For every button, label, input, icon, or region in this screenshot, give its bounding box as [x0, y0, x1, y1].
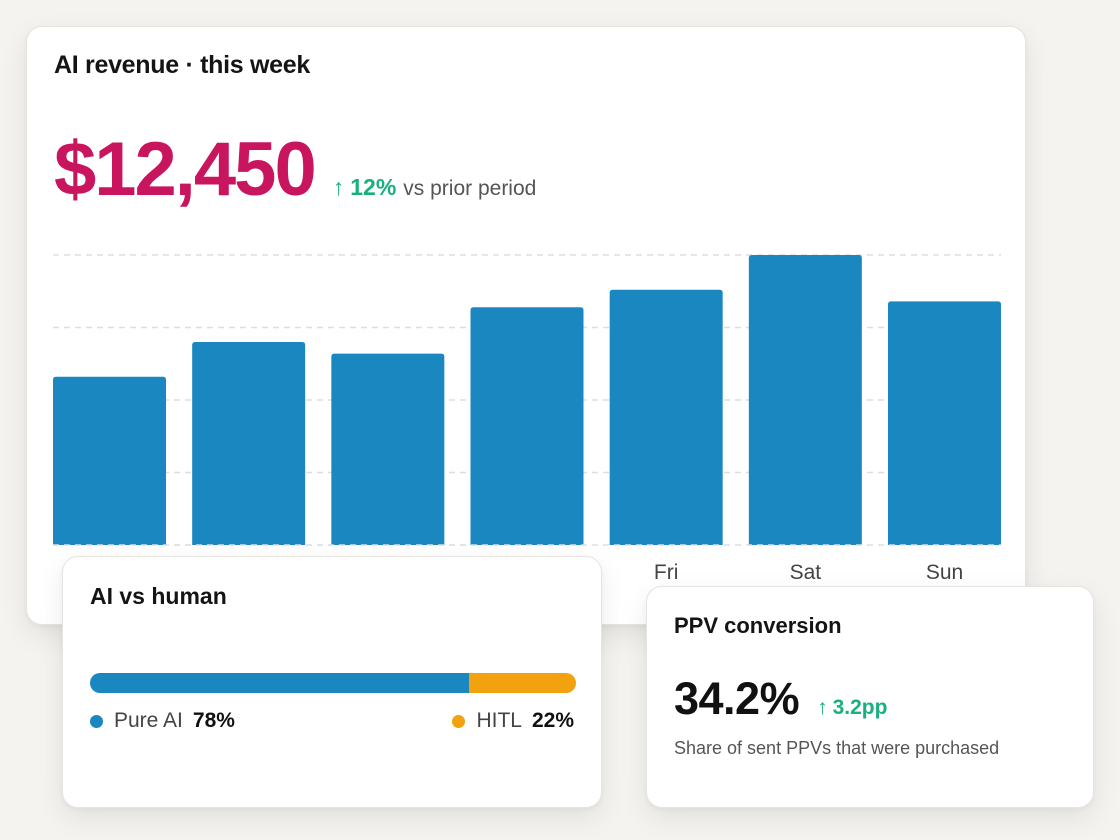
revenue-delta-suffix: vs prior period — [403, 177, 537, 200]
bar-wed[interactable] — [331, 353, 445, 545]
revenue-card-title: AI revenue · this week — [54, 51, 310, 79]
revenue-delta-value: 12% — [350, 174, 397, 200]
revenue-value: $12,450 — [54, 127, 317, 212]
x-tick-label: Sun — [926, 561, 963, 584]
legend-hitl-value: 22% — [531, 709, 574, 732]
ai-vs-human-card: AI vs human Pure AI 78% HITL 22% — [62, 556, 602, 808]
arrow-up-icon: ↑ — [332, 174, 345, 200]
revenue-delta: ↑ 12% — [333, 174, 397, 201]
bar-mon[interactable] — [53, 376, 166, 545]
ai-vs-human-title: AI vs human — [90, 583, 227, 609]
x-tick-label: Sat — [790, 561, 822, 584]
revenue-card: AI revenue · this week $12,450 ↑ 12% vs p… — [26, 26, 1026, 625]
legend-hitl: HITL 22% — [452, 709, 574, 733]
ppv-metric-row: 34.2% ↑ 3.2pp — [674, 673, 887, 725]
hitl-segment — [469, 673, 576, 693]
arrow-up-icon: ↑ — [817, 696, 828, 719]
legend-hitl-label: HITL — [476, 709, 522, 732]
ppv-conversion-card: PPV conversion 34.2% ↑ 3.2pp Share of sen… — [646, 586, 1094, 808]
ppv-value: 34.2% — [674, 673, 800, 724]
bar-fri[interactable] — [609, 289, 723, 545]
legend-pure-ai: Pure AI 78% — [90, 709, 235, 733]
legend-pure-ai-label: Pure AI — [114, 709, 183, 732]
revenue-chart-svg: MonTueWedThuFriSatSun — [53, 254, 1001, 584]
bar-sun[interactable] — [888, 301, 1001, 545]
ai-vs-human-bar — [90, 673, 576, 693]
pure-ai-segment — [90, 673, 470, 693]
ppv-conversion-title: PPV conversion — [674, 613, 842, 638]
revenue-headline: $12,450 ↑ 12% vs prior period — [54, 132, 536, 208]
ppv-caption: Share of sent PPVs that were purchased — [674, 738, 1000, 758]
revenue-bar-chart: MonTueWedThuFriSatSun — [53, 225, 1001, 584]
hitl-dot-icon — [452, 714, 466, 728]
bar-sat[interactable] — [748, 255, 862, 545]
ppv-delta: ↑ 3.2pp — [817, 696, 887, 720]
x-tick-label: Fri — [654, 561, 679, 584]
bar-tue[interactable] — [192, 342, 306, 545]
legend-pure-ai-value: 78% — [192, 709, 235, 732]
ppv-delta-value: 3.2pp — [832, 696, 888, 719]
pure-ai-dot-icon — [90, 714, 103, 728]
bar-thu[interactable] — [470, 307, 584, 545]
